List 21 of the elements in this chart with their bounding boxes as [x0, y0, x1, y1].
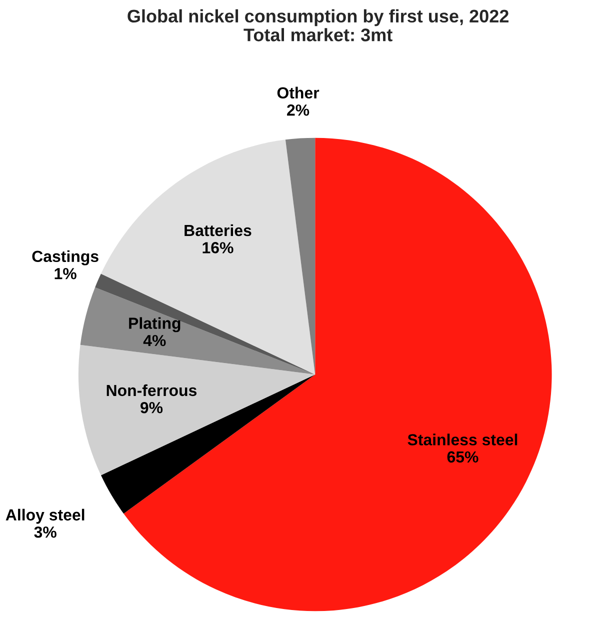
slice-label: Plating [129, 317, 180, 332]
data-label: 3% [34, 526, 56, 538]
data-label: 65% [447, 451, 478, 463]
pie-slice [100, 140, 316, 374]
data-label: 4% [143, 334, 166, 346]
pie-slice [80, 287, 316, 374]
pie-slice [78, 344, 316, 476]
slice-label: Other [277, 86, 320, 99]
slice-label: Batteries [184, 224, 252, 236]
slice-label: Stainless steel [408, 434, 518, 446]
slice-label: Castings [32, 250, 98, 266]
pie-slice [100, 374, 316, 514]
pie-slice [285, 138, 316, 374]
data-label: 2% [287, 104, 310, 116]
data-label: 16% [202, 242, 234, 254]
data-label: 1% [54, 268, 76, 280]
pie-slice [95, 274, 316, 374]
data-label: 9% [140, 402, 163, 414]
chart-title: Global nickel consumption by first use, 2022 Total market: 3mt [128, 9, 508, 42]
slice-label: Alloy steel [6, 508, 84, 524]
slice-label: Non-ferrous [106, 384, 197, 396]
